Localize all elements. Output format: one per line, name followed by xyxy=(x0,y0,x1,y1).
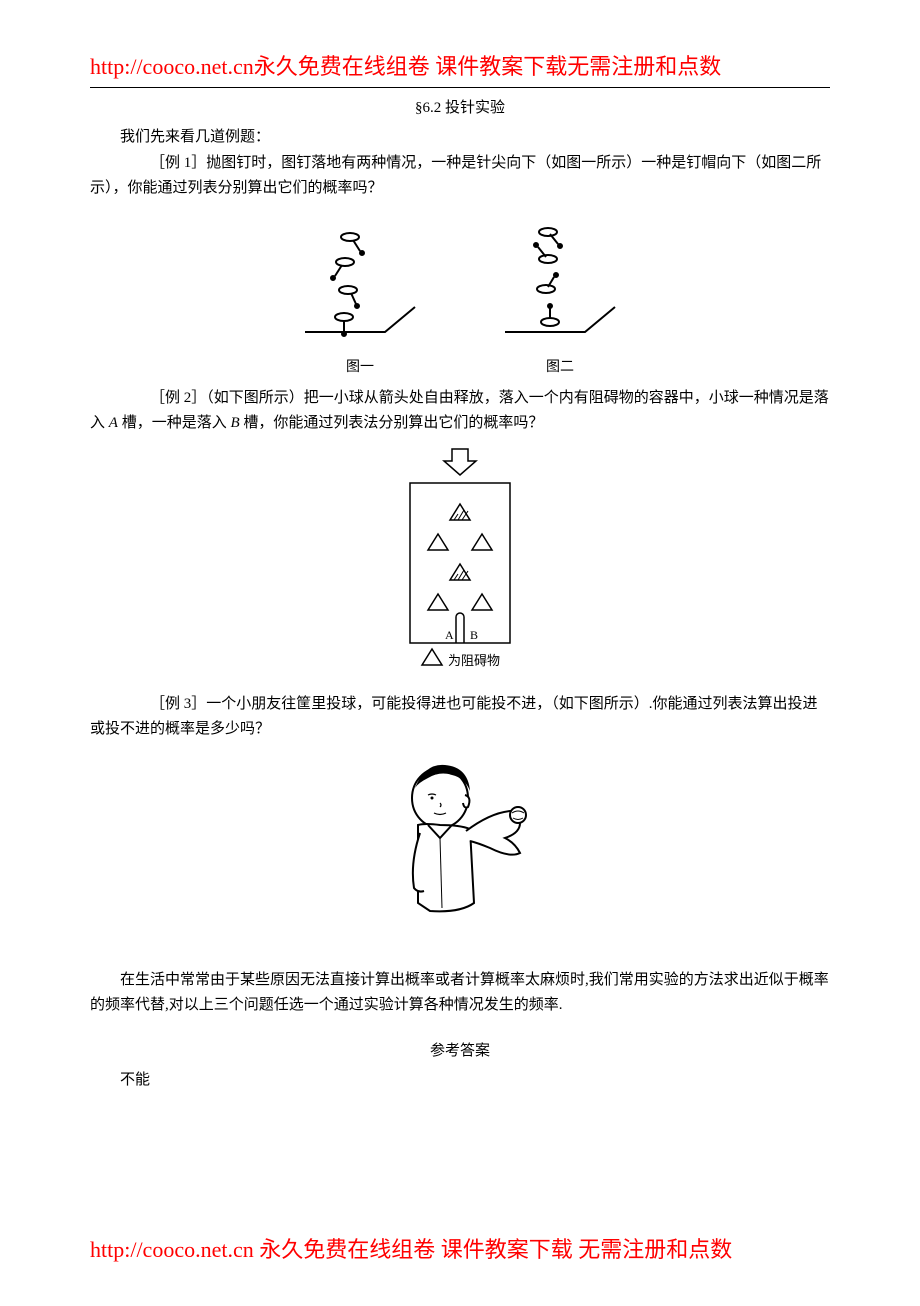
fig1-label: 图一 xyxy=(346,356,374,376)
example2-label: ［例 2］ xyxy=(150,390,206,406)
example3-label: ［例 3］ xyxy=(150,696,206,712)
conclusion-text: 在生活中常常由于某些原因无法直接计算出概率或者计算概率太麻烦时,我们常用实验的方… xyxy=(90,968,830,1019)
header-link: http://cooco.net.cn永久免费在线组卷 课件教案下载无需注册和点… xyxy=(90,50,830,88)
example3-text: ［例 3］一个小朋友往筐里投球，可能投得进也可能投不进，（如下图所示）.你能通过… xyxy=(90,692,830,743)
example2-A: A xyxy=(109,415,118,431)
answer-text: 不能 xyxy=(90,1068,830,1094)
figure-tacks: 图一 xyxy=(90,212,830,376)
example1-text: ［例 1］抛图钉时，图钉落地有两种情况，一种是针尖向下（如图一所示）一种是钉帽向… xyxy=(90,151,830,202)
example2-B: B xyxy=(230,415,239,431)
figure-child xyxy=(90,753,830,958)
child-svg xyxy=(370,753,550,953)
example2-p3: 槽，你能通过列表法分别算出它们的概率吗？ xyxy=(240,415,544,431)
tack-fig-2 xyxy=(500,212,620,352)
example1-label: ［例 1］ xyxy=(150,155,206,171)
slot-B-label: B xyxy=(470,628,478,642)
footer-link: http://cooco.net.cn 永久免费在线组卷 课件教案下载 无需注册… xyxy=(90,1233,830,1266)
answer-title: 参考答案 xyxy=(90,1039,830,1060)
tack-fig-1 xyxy=(300,212,420,352)
slot-A-label: A xyxy=(445,628,454,642)
page-title: §6.2 投针实验 xyxy=(90,96,830,117)
fig2-label: 图二 xyxy=(546,356,574,376)
obstacle-note: 为阻碍物 xyxy=(448,653,500,668)
example2-p2: 槽，一种是落入 xyxy=(118,415,231,431)
intro-text: 我们先来看几道例题： xyxy=(90,125,830,151)
example2-text: ［例 2］（如下图所示）把一小球从箭头处自由释放，落入一个内有阻碍物的容器中，小… xyxy=(90,386,830,437)
figure-container: A B 为阻碍物 xyxy=(90,447,830,682)
container-svg: A B 为阻碍物 xyxy=(390,447,530,677)
